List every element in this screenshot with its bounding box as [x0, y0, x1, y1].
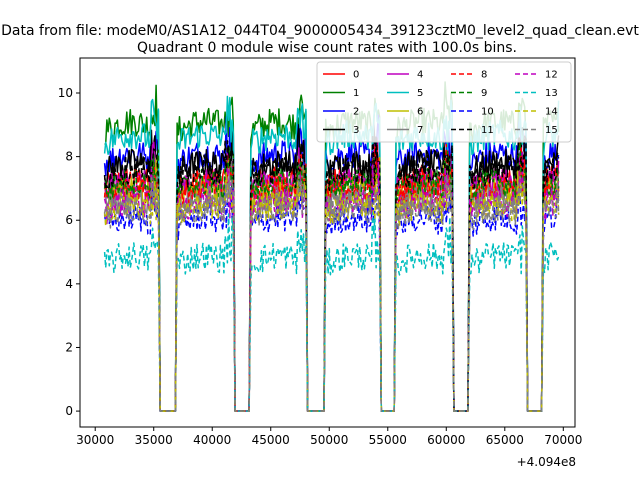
legend-label-6: 6 — [417, 107, 423, 118]
y-tick-label: 4 — [65, 277, 73, 291]
legend-label-0: 0 — [353, 70, 359, 81]
x-tick-label: 70000 — [544, 433, 582, 447]
x-tick-label: 50000 — [310, 433, 348, 447]
plot-frame — [79, 57, 576, 428]
legend-label-1: 1 — [353, 88, 359, 99]
legend-label-15: 15 — [545, 125, 558, 136]
series-line-9 — [103, 142, 560, 412]
legend-label-8: 8 — [481, 70, 487, 81]
series-line-12 — [103, 160, 560, 412]
x-offset-label: +4.094e8 — [517, 455, 576, 469]
legend-label-13: 13 — [545, 88, 558, 99]
legend-label-2: 2 — [353, 107, 359, 118]
legend-label-9: 9 — [481, 88, 487, 99]
legend-box — [316, 61, 572, 143]
series-line-13 — [103, 211, 560, 412]
x-tick-label: 60000 — [427, 433, 465, 447]
series-line-14 — [103, 170, 560, 412]
legend-label-14: 14 — [545, 107, 558, 118]
legend-label-12: 12 — [545, 70, 558, 81]
x-tick-label: 30000 — [76, 433, 114, 447]
legend-label-11: 11 — [481, 125, 494, 136]
legend-label-10: 10 — [481, 107, 494, 118]
y-tick-label: 6 — [65, 213, 73, 227]
x-tick-label: 35000 — [135, 433, 173, 447]
x-tick-label: 45000 — [252, 433, 290, 447]
series-line-11 — [103, 134, 560, 412]
y-tick-label: 0 — [65, 404, 73, 418]
y-tick-label: 8 — [65, 150, 73, 164]
y-tick-label: 10 — [58, 86, 73, 100]
legend-label-5: 5 — [417, 88, 423, 99]
x-tick-label: 40000 — [193, 433, 231, 447]
chart-title: Quadrant 0 module wise count rates with … — [137, 40, 517, 56]
series-line-15 — [103, 174, 560, 412]
legend-label-7: 7 — [417, 125, 423, 136]
axes-layer: 30000 35000 40000 45000 50000 55000 60000 65000… — [58, 57, 582, 447]
x-tick-label: 55000 — [369, 433, 407, 447]
legend-label-3: 3 — [353, 125, 359, 136]
legend-label-4: 4 — [417, 70, 423, 81]
y-tick-label: 2 — [65, 340, 73, 354]
x-tick-label: 65000 — [486, 433, 524, 447]
figure-suptitle: Data from file: modeM0/AS1A12_044T04_900… — [1, 23, 639, 39]
